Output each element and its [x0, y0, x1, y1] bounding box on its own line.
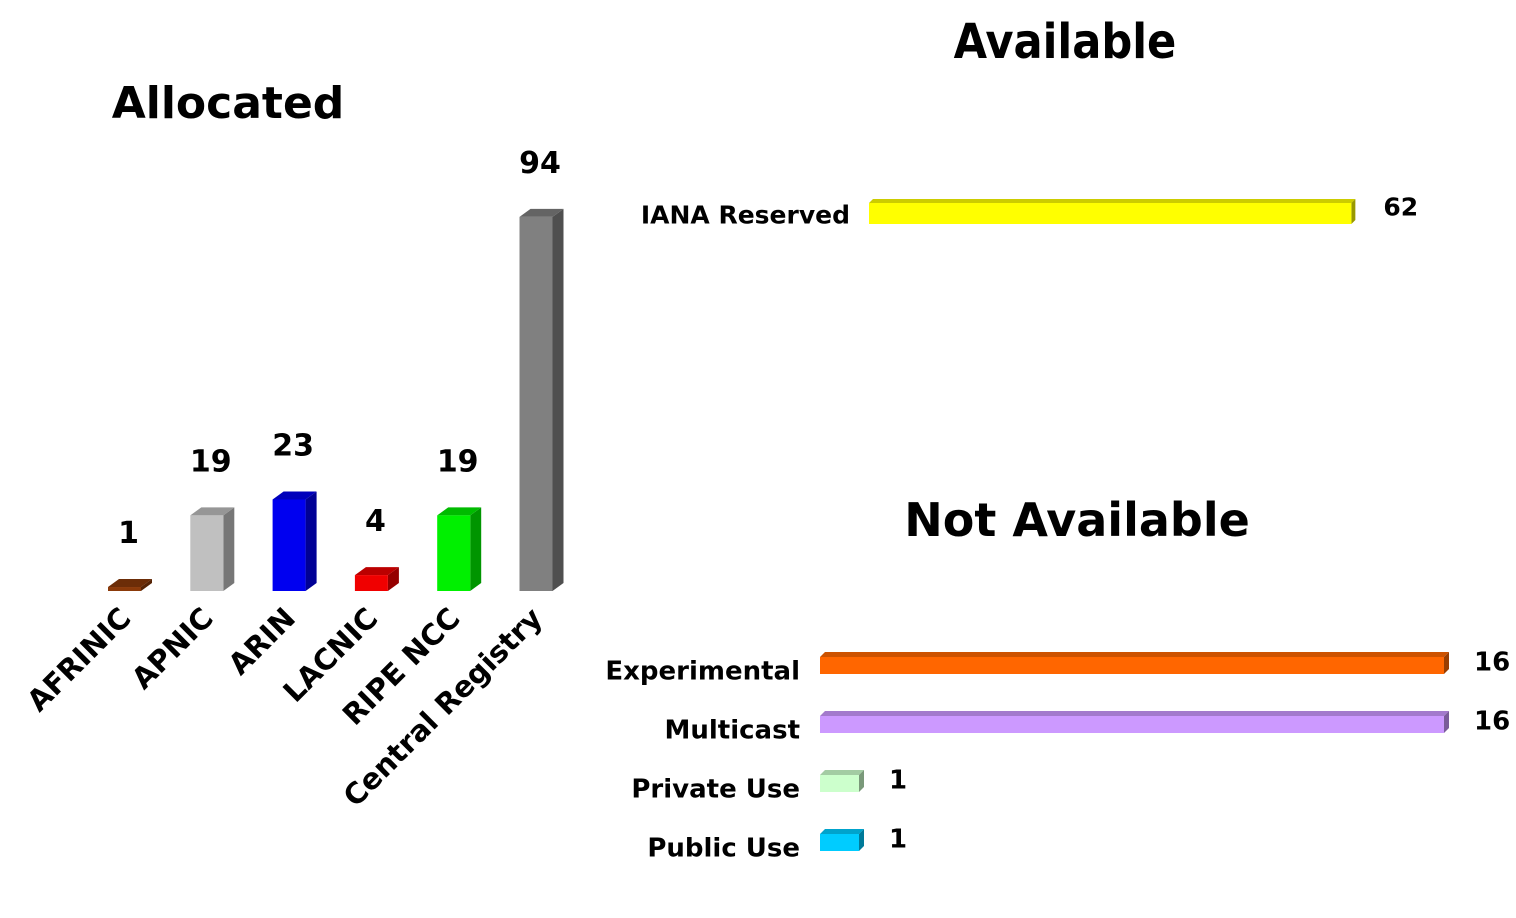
- bar-arin: [272, 491, 317, 591]
- data-label-iana-reserved: 62: [1383, 193, 1418, 222]
- available-chart-title: Available: [954, 14, 1177, 70]
- bar-multicast: [820, 711, 1449, 733]
- bar-lacnic: [354, 567, 399, 591]
- bar-ripe-ncc: [437, 507, 482, 591]
- bar-public-use: [820, 829, 864, 851]
- category-label-multicast: Multicast: [665, 716, 801, 746]
- bar-apnic: [190, 507, 235, 591]
- not-available-chart-title: Not Available: [904, 493, 1250, 547]
- data-label-experimental: 16: [1474, 648, 1510, 678]
- available-chart: IANA Reserved 62: [641, 193, 1418, 230]
- category-label-iana-reserved: IANA Reserved: [641, 201, 850, 230]
- bar-iana-reserved: [869, 199, 1356, 224]
- category-label-arin: ARIN: [222, 601, 302, 681]
- category-label-experimental: Experimental: [605, 657, 800, 687]
- data-label-ripe-ncc: 19: [437, 444, 479, 479]
- data-label-public-use: 1: [889, 825, 907, 855]
- data-label-apnic: 19: [190, 444, 232, 479]
- category-label-private-use: Private Use: [631, 775, 800, 805]
- bar-experimental: [820, 652, 1449, 674]
- data-label-lacnic: 4: [365, 504, 386, 539]
- data-label-central-registry: 94: [519, 146, 561, 181]
- allocated-chart-title: Allocated: [112, 78, 345, 129]
- category-label-public-use: Public Use: [647, 834, 800, 864]
- data-label-arin: 23: [272, 428, 314, 463]
- data-label-multicast: 16: [1474, 707, 1510, 737]
- bar-central-registry: [519, 208, 564, 591]
- category-label-afrinic: AFRINIC: [20, 601, 137, 718]
- not-available-chart: Experimental 16 Multicast 16 Private Use 1 Pub…: [605, 648, 1510, 864]
- data-label-private-use: 1: [889, 766, 907, 796]
- category-label-apnic: APNIC: [125, 601, 220, 696]
- data-label-afrinic: 1: [118, 516, 139, 551]
- bar-private-use: [820, 770, 864, 792]
- bar-afrinic: [108, 579, 152, 591]
